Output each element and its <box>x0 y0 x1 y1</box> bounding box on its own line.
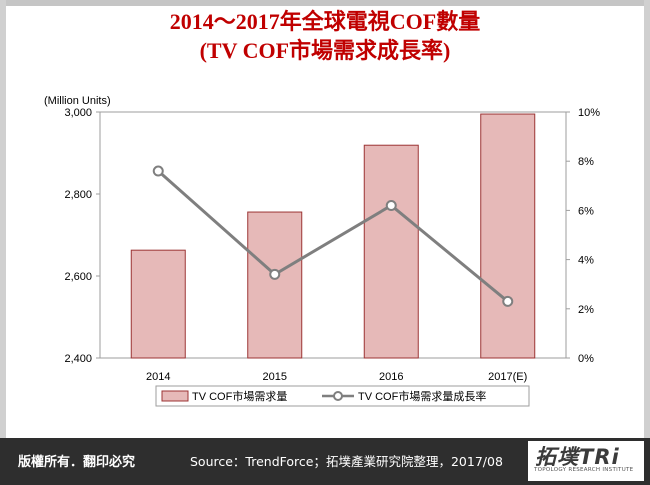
logo-background <box>528 441 644 481</box>
growth-rate-line <box>157 169 509 303</box>
bar-2015 <box>247 211 303 359</box>
chart-title-line2: (TV COF市場需求成長率) <box>199 38 451 63</box>
top-border <box>0 0 650 6</box>
left-axis-tick-label: 3,000 <box>64 107 92 119</box>
logo-tagline: TOPOLOGY RESEARCH INSTITUTE <box>534 467 634 473</box>
left-axis-tick-label: 2,600 <box>64 271 92 283</box>
growth-rate-point-2017(E) <box>502 295 514 307</box>
bar-2014 <box>130 249 186 359</box>
chart-title-line1: 2014～2017年全球電視COF數量 <box>169 9 481 34</box>
legend-bar-label: TV COF市場需求量 <box>192 389 287 403</box>
x-axis-tick-label: 2015 <box>263 371 287 383</box>
right-axis-tick-label: 10% <box>578 107 600 119</box>
copyright-notice: 版權所有．翻印必究 <box>18 455 136 470</box>
right-axis-tick-label: 6% <box>578 205 594 217</box>
left-axis-tick-label: 2,400 <box>64 353 92 365</box>
bar-2016 <box>363 144 419 359</box>
y-axis-unit-label: (Million Units) <box>44 95 111 107</box>
right-axis-tick-label: 8% <box>578 156 594 168</box>
logo-wordmark: 拓墣TRi <box>535 445 620 469</box>
chart: (Million Units) 2,400 2,600 2,800 3,000 0% 2… <box>44 95 600 407</box>
bar-2017(E) <box>480 113 536 359</box>
legend-line-label: TV COF市場需求量成長率 <box>358 389 486 403</box>
x-axis-tick-label: 2016 <box>379 371 403 383</box>
legend-line-marker <box>333 391 343 401</box>
growth-rate-point-2015 <box>269 268 281 280</box>
x-axis-tick-label: 2017(E) <box>488 371 527 383</box>
growth-rate-point-2016 <box>385 199 397 211</box>
x-axis-tick-label: 2014 <box>146 371 170 383</box>
legend-bar-swatch <box>161 390 189 402</box>
right-axis-tick-label: 4% <box>578 255 594 267</box>
left-border <box>0 0 6 485</box>
legend: TV COF市場需求量 TV COF市場需求量成長率 <box>155 385 530 407</box>
growth-rate-point-2014 <box>152 165 164 177</box>
right-axis-tick-label: 0% <box>578 353 594 365</box>
right-border <box>644 0 650 485</box>
source-note: Source：TrendForce；拓墣產業研究院整理，2017/08 <box>190 454 503 469</box>
left-axis-tick-label: 2,800 <box>64 189 92 201</box>
right-axis-tick-label: 2% <box>578 304 594 316</box>
